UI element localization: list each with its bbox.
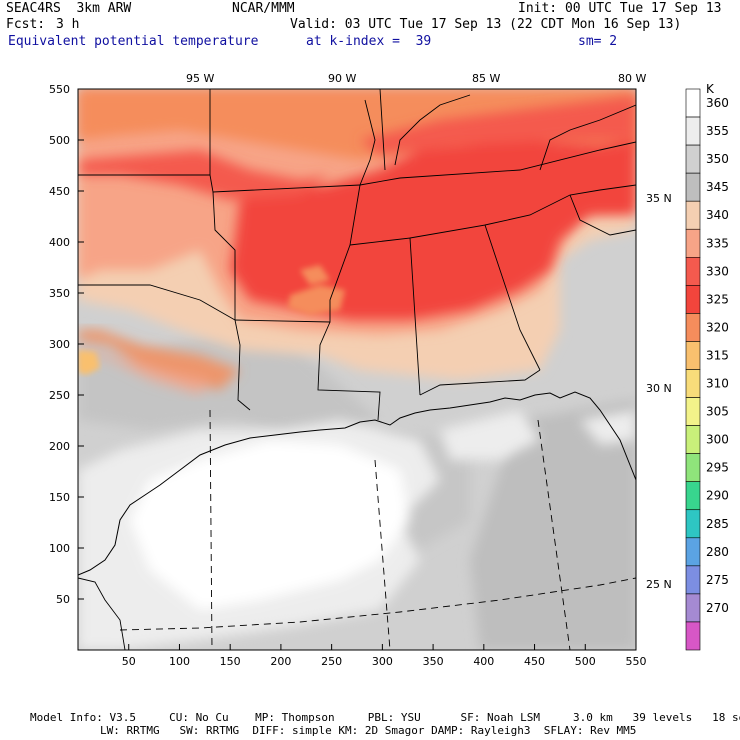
colorbar-level-label: 340 bbox=[706, 208, 729, 222]
colorbar-level-label: 335 bbox=[706, 236, 729, 250]
x-tick-label: 250 bbox=[321, 655, 342, 668]
x-tick-label: 200 bbox=[270, 655, 291, 668]
longitude-labels: 95 W 90 W 85 W 80 W bbox=[186, 72, 646, 85]
y-tick-label: 500 bbox=[49, 134, 70, 147]
lon-label: 80 W bbox=[618, 72, 646, 85]
latlon-grid bbox=[119, 409, 636, 650]
x-tick-label: 550 bbox=[626, 655, 647, 668]
colorbar-swatch bbox=[685, 88, 701, 118]
field-name: Equivalent potential temperature bbox=[8, 34, 259, 49]
x-tick-label: 50 bbox=[122, 655, 136, 668]
colorbar-level-label: 300 bbox=[706, 433, 729, 447]
x-tick-label: 500 bbox=[575, 655, 596, 668]
colorbar-level-label: 320 bbox=[706, 320, 729, 334]
colorbar-level-label: 275 bbox=[706, 573, 729, 587]
lon-label: 95 W bbox=[186, 72, 214, 85]
colorbar-swatch bbox=[685, 509, 701, 539]
lat-label: 25 N bbox=[646, 578, 672, 591]
colorbar-level-label: 270 bbox=[706, 601, 729, 615]
smooth-info: sm= 2 bbox=[578, 34, 618, 49]
theta-e-map: 50 100 150 200 250 300 350 400 450 500 550 550 500 4… bbox=[49, 72, 729, 668]
level-info: at k-index = 39 bbox=[306, 34, 432, 49]
x-tick-label: 150 bbox=[220, 655, 241, 668]
colorbar: K 360 355 350 345 340 335 330 325 320 315 310 305 30… bbox=[685, 82, 729, 651]
colorbar-level-label: 355 bbox=[706, 124, 729, 138]
colorbar-level-label: 360 bbox=[706, 96, 729, 110]
x-axis: 50 100 150 200 250 300 350 400 450 500 550 bbox=[122, 644, 647, 668]
map-field bbox=[78, 89, 636, 650]
colorbar-level-label: 285 bbox=[706, 517, 729, 531]
center-name: NCAR/MMM bbox=[232, 1, 295, 16]
y-tick-label: 350 bbox=[49, 287, 70, 300]
colorbar-level-label: 290 bbox=[706, 489, 729, 503]
colorbar-level-label: 280 bbox=[706, 545, 729, 559]
y-tick-label: 550 bbox=[49, 83, 70, 96]
colorbar-swatch bbox=[685, 313, 701, 342]
colorbar-level-label: 350 bbox=[706, 152, 729, 166]
colorbar-level-label: 295 bbox=[706, 461, 729, 475]
colorbar-level-label: 305 bbox=[706, 405, 729, 419]
x-tick-label: 300 bbox=[372, 655, 393, 668]
colorbar-level-label: 325 bbox=[706, 292, 729, 306]
colorbar-level-label: 315 bbox=[706, 348, 729, 362]
colorbar-level-label: 345 bbox=[706, 180, 729, 194]
colorbar-swatch bbox=[685, 593, 701, 623]
lat-label: 30 N bbox=[646, 382, 672, 395]
colorbar-swatch bbox=[685, 228, 701, 258]
colorbar-level-label: 330 bbox=[706, 264, 729, 278]
colorbar-swatch bbox=[685, 369, 701, 398]
state-borders bbox=[78, 89, 636, 421]
colorbar-swatch bbox=[685, 341, 701, 370]
init-time: Init: 00 UTC Tue 17 Sep 13 bbox=[518, 1, 722, 16]
colorbar-swatch bbox=[685, 565, 701, 595]
x-tick-label: 350 bbox=[423, 655, 444, 668]
y-tick-label: 450 bbox=[49, 185, 70, 198]
y-tick-label: 150 bbox=[49, 491, 70, 504]
colorbar-level-label: 310 bbox=[706, 377, 729, 391]
model-info-line2: LW: RRTMG SW: RRTMG DIFF: simple KM: 2D … bbox=[100, 724, 637, 737]
y-tick-label: 200 bbox=[49, 440, 70, 453]
fcst-label: Fcst: bbox=[6, 17, 46, 32]
y-tick-label: 400 bbox=[49, 236, 70, 249]
colorbar-swatch bbox=[685, 200, 701, 230]
y-tick-label: 300 bbox=[49, 338, 70, 351]
colorbar-swatch bbox=[685, 116, 701, 146]
colorbar-swatch bbox=[685, 425, 701, 454]
valid-time: Valid: 03 UTC Tue 17 Sep 13 (22 CDT Mon … bbox=[290, 17, 682, 32]
model-info-line1: Model Info: V3.5 CU: No Cu MP: Thompson … bbox=[30, 711, 740, 724]
colorbar-swatch bbox=[685, 172, 701, 202]
map-frame bbox=[77, 88, 637, 651]
lon-label: 85 W bbox=[472, 72, 500, 85]
colorbar-unit: K bbox=[706, 82, 715, 96]
lat-label: 35 N bbox=[646, 192, 672, 205]
model-name: SEAC4RS 3km ARW bbox=[6, 1, 132, 16]
colorbar-swatch bbox=[685, 453, 701, 482]
fcst-value: 3 h bbox=[56, 17, 80, 32]
colorbar-swatch bbox=[685, 144, 701, 174]
y-tick-label: 250 bbox=[49, 389, 70, 402]
y-tick-label: 100 bbox=[49, 542, 70, 555]
x-tick-label: 100 bbox=[169, 655, 190, 668]
y-axis: 550 500 450 400 350 300 250 200 150 100 50 bbox=[49, 83, 84, 606]
colorbar-swatch bbox=[685, 481, 701, 511]
latitude-labels: 35 N 30 N 25 N bbox=[646, 192, 672, 591]
y-tick-label: 50 bbox=[56, 593, 70, 606]
colorbar-swatch bbox=[685, 256, 701, 286]
x-tick-label: 400 bbox=[473, 655, 494, 668]
colorbar-swatch bbox=[685, 285, 701, 314]
lon-label: 90 W bbox=[328, 72, 356, 85]
colorbar-swatch bbox=[685, 621, 701, 651]
colorbar-swatch bbox=[685, 397, 701, 426]
coastline bbox=[78, 391, 636, 576]
x-tick-label: 450 bbox=[524, 655, 545, 668]
colorbar-swatch bbox=[685, 537, 701, 567]
